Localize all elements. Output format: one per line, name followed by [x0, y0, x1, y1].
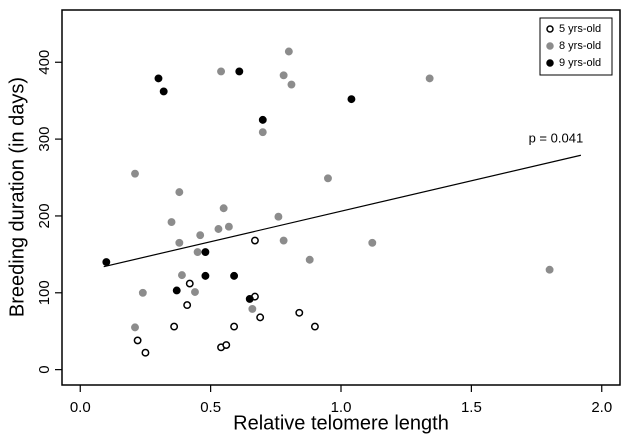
legend-marker	[546, 42, 554, 50]
data-point	[230, 271, 239, 280]
data-point	[224, 222, 233, 231]
data-point	[284, 47, 293, 56]
data-point	[347, 95, 356, 104]
data-point	[177, 271, 186, 280]
y-tick-label: 300	[36, 127, 53, 152]
annotation: p = 0.041	[529, 131, 584, 146]
data-point	[175, 188, 184, 197]
x-axis-title: Relative telomere length	[233, 412, 449, 434]
data-point	[183, 301, 192, 310]
data-point	[191, 288, 199, 296]
data-point	[279, 236, 288, 245]
x-tick-label: 0.0	[70, 399, 91, 416]
data-point	[138, 288, 147, 297]
x-tick-label: 0.5	[200, 399, 221, 416]
data-point	[222, 341, 231, 349]
data-point	[185, 279, 194, 288]
legend-marker	[546, 25, 554, 33]
data-point	[258, 115, 267, 124]
data-point	[219, 204, 228, 213]
data-point	[310, 322, 319, 331]
data-point	[172, 286, 181, 295]
y-axis-title: Breeding duration (in days)	[6, 77, 28, 317]
legend-label: 5 yrs-old	[559, 23, 601, 35]
data-point	[235, 67, 244, 76]
y-tick-label: 200	[36, 203, 53, 228]
legend-label: 8 yrs-old	[559, 40, 601, 52]
data-point	[131, 323, 139, 332]
data-point	[133, 336, 142, 345]
data-point	[214, 225, 223, 233]
data-point	[368, 238, 377, 247]
data-point	[425, 74, 434, 83]
data-point	[295, 308, 304, 317]
data-point	[170, 322, 179, 331]
legend-label: 9 yrs-old	[559, 57, 601, 69]
y-tick-label: 0	[36, 365, 53, 373]
data-point	[545, 265, 554, 274]
data-point	[287, 80, 296, 89]
plot-frame	[61, 9, 621, 386]
data-point	[154, 74, 163, 83]
data-point	[230, 322, 239, 331]
data-point	[258, 128, 267, 137]
data-point	[167, 218, 176, 227]
data-point	[256, 313, 265, 322]
data-point	[201, 248, 210, 257]
data-point	[245, 294, 254, 303]
data-point	[159, 87, 168, 96]
data-point	[324, 174, 332, 183]
data-point	[131, 169, 139, 178]
data-point	[274, 212, 283, 221]
y-tick-label: 100	[36, 280, 53, 305]
data-point	[217, 67, 226, 76]
x-tick-label: 1.5	[461, 399, 482, 416]
data-point	[175, 238, 184, 247]
data-point	[279, 71, 288, 80]
data-point	[305, 255, 314, 264]
data-point	[102, 258, 111, 266]
legend-marker	[546, 59, 554, 67]
data-point	[141, 348, 150, 357]
x-tick-label: 1.0	[331, 399, 352, 416]
x-tick-label: 2.0	[591, 399, 612, 416]
y-tick-label: 400	[36, 50, 53, 75]
data-point	[196, 231, 205, 240]
regression-line	[103, 154, 582, 268]
data-point	[251, 236, 259, 245]
data-point	[248, 304, 257, 313]
data-point	[201, 271, 210, 280]
data-point	[193, 248, 202, 257]
